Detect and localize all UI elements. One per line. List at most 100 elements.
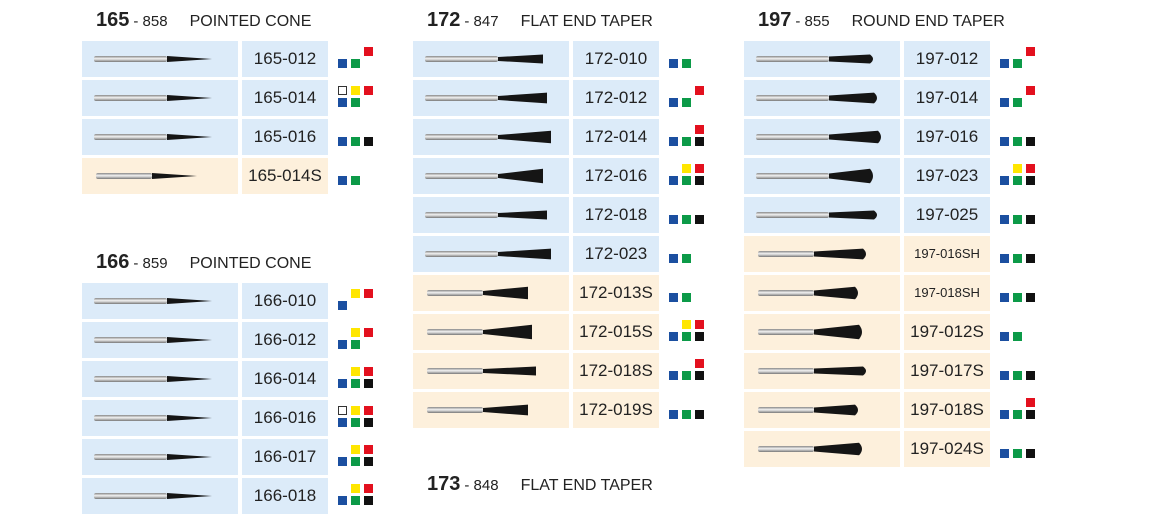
bur-icon bbox=[758, 248, 866, 260]
bur-icon bbox=[94, 454, 212, 460]
grit-square bbox=[364, 445, 373, 454]
bur-icon bbox=[94, 376, 212, 382]
bur-icon bbox=[94, 95, 212, 101]
bur-image-cell bbox=[413, 41, 569, 77]
group-code: - 859 bbox=[133, 255, 168, 272]
bur-icon bbox=[427, 404, 528, 416]
bur-icon bbox=[96, 173, 197, 179]
grit-square bbox=[1013, 449, 1022, 458]
grit-square bbox=[351, 379, 360, 388]
grit-square bbox=[682, 164, 691, 173]
grit-square bbox=[682, 98, 691, 107]
bur-image-cell bbox=[744, 197, 900, 233]
grit-square bbox=[338, 137, 347, 146]
grit-square bbox=[364, 289, 373, 298]
bur-icon bbox=[427, 324, 532, 340]
group-code: - 847 bbox=[464, 13, 499, 30]
item-code: 197-018S bbox=[904, 392, 990, 428]
bur-icon bbox=[756, 130, 881, 144]
item-code: 166-016 bbox=[242, 400, 328, 436]
grit-square bbox=[1013, 254, 1022, 263]
grit-square bbox=[1013, 164, 1022, 173]
grit-square bbox=[1013, 215, 1022, 224]
grit-square bbox=[338, 59, 347, 68]
item-code: 172-018 bbox=[573, 197, 659, 233]
bur-icon bbox=[758, 442, 862, 456]
grit-square bbox=[351, 484, 360, 493]
grit-square bbox=[1013, 137, 1022, 146]
grit-square bbox=[1026, 215, 1035, 224]
bur-image-cell bbox=[82, 478, 238, 514]
grit-square bbox=[695, 176, 704, 185]
bur-image-cell bbox=[413, 197, 569, 233]
grit-square bbox=[1026, 176, 1035, 185]
item-code: 166-010 bbox=[242, 283, 328, 319]
group-header: 166- 859 POINTED CONE bbox=[96, 250, 311, 274]
grit-square bbox=[1026, 164, 1035, 173]
item-code: 166-018 bbox=[242, 478, 328, 514]
item-code: 197-012S bbox=[904, 314, 990, 350]
grit-square bbox=[1026, 137, 1035, 146]
grit-square bbox=[364, 418, 373, 427]
bur-image-cell bbox=[413, 314, 569, 350]
item-code: 197-014 bbox=[904, 80, 990, 116]
group-code: - 858 bbox=[133, 13, 168, 30]
bur-image-cell bbox=[82, 439, 238, 475]
grit-square bbox=[695, 137, 704, 146]
bur-icon bbox=[94, 415, 212, 421]
group-number: 172 bbox=[427, 9, 461, 31]
grit-square bbox=[338, 301, 347, 310]
bur-image-cell bbox=[82, 80, 238, 116]
bur-image-cell bbox=[744, 431, 900, 467]
bur-image-cell bbox=[744, 119, 900, 155]
bur-image-cell bbox=[413, 80, 569, 116]
grit-square bbox=[669, 332, 678, 341]
grit-square bbox=[351, 457, 360, 466]
grit-square bbox=[351, 445, 360, 454]
grit-square bbox=[364, 367, 373, 376]
grit-square bbox=[695, 371, 704, 380]
grit-square bbox=[351, 328, 360, 337]
grit-square bbox=[338, 176, 347, 185]
group-header: 165- 858 POINTED CONE bbox=[96, 8, 311, 32]
grit-square bbox=[338, 406, 347, 415]
grit-square bbox=[1000, 449, 1009, 458]
grit-square bbox=[364, 328, 373, 337]
group-title: ROUND END TAPER bbox=[851, 13, 1005, 30]
grit-square bbox=[364, 47, 373, 56]
grit-square bbox=[1000, 98, 1009, 107]
grit-square bbox=[351, 367, 360, 376]
group-code: - 848 bbox=[464, 477, 499, 494]
grit-square bbox=[682, 410, 691, 419]
grit-square bbox=[364, 406, 373, 415]
group-header: 173- 848 FLAT END TAPER bbox=[427, 472, 653, 496]
bur-image-cell bbox=[413, 119, 569, 155]
grit-square bbox=[695, 215, 704, 224]
grit-square bbox=[351, 340, 360, 349]
item-code: 197-025 bbox=[904, 197, 990, 233]
grit-square bbox=[351, 406, 360, 415]
bur-icon bbox=[425, 130, 551, 144]
grit-square bbox=[669, 215, 678, 224]
item-code: 197-018SH bbox=[904, 275, 990, 311]
grit-square bbox=[338, 86, 347, 95]
bur-icon bbox=[425, 248, 551, 260]
bur-image-cell bbox=[82, 158, 238, 194]
bur-image-cell bbox=[413, 236, 569, 272]
grit-square bbox=[364, 379, 373, 388]
bur-icon bbox=[756, 54, 873, 64]
grit-square bbox=[682, 320, 691, 329]
bur-image-cell bbox=[744, 80, 900, 116]
group-number: 165 bbox=[96, 9, 130, 31]
grit-square bbox=[1013, 176, 1022, 185]
bur-image-cell bbox=[413, 275, 569, 311]
grit-square bbox=[338, 98, 347, 107]
item-code: 197-024S bbox=[904, 431, 990, 467]
grit-square bbox=[1000, 137, 1009, 146]
group-title: POINTED CONE bbox=[189, 255, 312, 272]
bur-image-cell bbox=[82, 400, 238, 436]
grit-square bbox=[1013, 59, 1022, 68]
item-code: 166-012 bbox=[242, 322, 328, 358]
group-header: 172- 847 FLAT END TAPER bbox=[427, 8, 653, 32]
group-header: 197- 855 ROUND END TAPER bbox=[758, 8, 1005, 32]
